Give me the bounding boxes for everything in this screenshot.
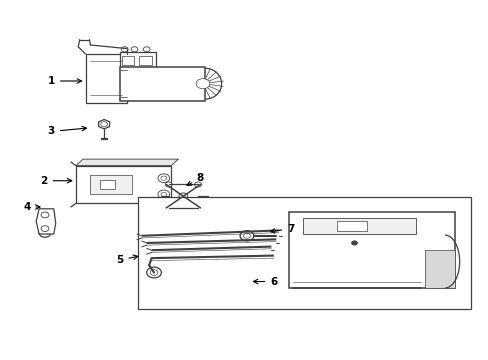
Polygon shape [76,159,178,166]
Circle shape [131,47,138,52]
Text: 7: 7 [270,224,294,234]
Circle shape [158,190,169,199]
Text: 5: 5 [116,255,138,265]
Bar [122,56,134,65]
Circle shape [161,176,166,180]
Bar [90,175,132,194]
Circle shape [161,192,166,197]
Circle shape [194,205,201,210]
Bar [85,54,127,103]
Bar [138,197,470,309]
Circle shape [165,205,172,210]
Circle shape [150,270,158,275]
Bar [120,52,156,67]
Text: 3: 3 [48,126,86,136]
Text: 6: 6 [253,276,277,287]
Circle shape [101,122,107,127]
Circle shape [143,47,150,52]
Circle shape [158,174,169,183]
Text: 8: 8 [186,173,203,185]
Text: 4: 4 [23,202,40,212]
Polygon shape [99,120,109,129]
Bar [100,180,115,189]
Polygon shape [425,250,454,288]
Text: 2: 2 [41,176,72,186]
Circle shape [121,47,128,52]
Bar [303,218,415,234]
Text: 1: 1 [48,76,81,86]
Circle shape [196,78,209,89]
Circle shape [243,233,250,238]
Bar [337,221,366,231]
Circle shape [194,182,201,187]
Circle shape [41,212,49,218]
Circle shape [351,241,357,245]
Circle shape [165,182,172,187]
Bar [76,166,171,203]
Bar [120,67,205,101]
Circle shape [240,231,253,241]
Bar [288,212,454,288]
Circle shape [146,267,161,278]
Circle shape [179,193,187,199]
Circle shape [41,226,49,231]
Bar [139,56,151,65]
